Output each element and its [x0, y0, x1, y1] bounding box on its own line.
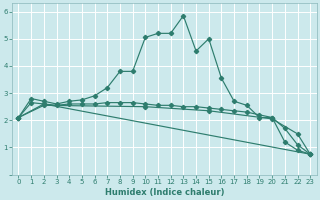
X-axis label: Humidex (Indice chaleur): Humidex (Indice chaleur) [105, 188, 224, 197]
